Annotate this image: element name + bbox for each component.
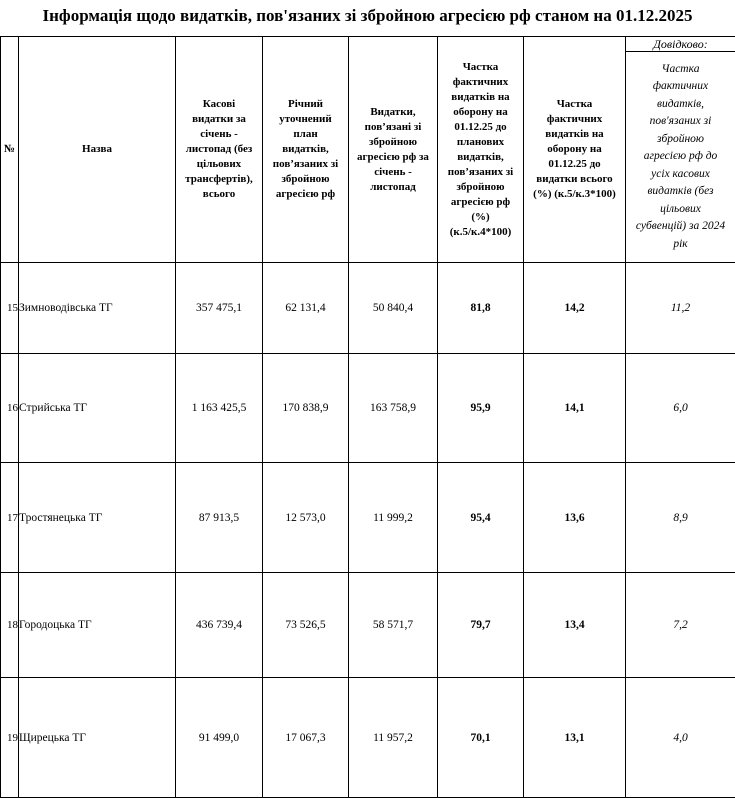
col-header-war-expenditures: Видатки, пов’язані зі збройною агресією …: [349, 37, 438, 263]
hromada-name-cell: Щирецька ТГ: [19, 678, 176, 798]
reference-label: Довідково:: [626, 37, 735, 52]
cash-expenditures-cell: 91 499,0: [176, 678, 263, 798]
reference-share-cell: 7,2: [626, 573, 735, 678]
page-title: Інформація щодо видатків, пов'язаних зі …: [0, 0, 735, 36]
table-body: 15 Зимноводівська ТГ 357 475,1 62 131,4 …: [1, 263, 735, 798]
cash-expenditures-cell: 87 913,5: [176, 463, 263, 573]
cash-expenditures-cell: 436 739,4: [176, 573, 263, 678]
war-expenditures-cell: 11 957,2: [349, 678, 438, 798]
cash-expenditures-cell: 357 475,1: [176, 263, 263, 354]
share-to-plan-cell: 81,8: [438, 263, 524, 354]
col-header-name: Назва: [19, 37, 176, 263]
share-to-total-cell: 13,4: [524, 573, 626, 678]
annual-plan-cell: 17 067,3: [263, 678, 349, 798]
row-number-cell: 15: [1, 263, 19, 354]
col-header-share-to-plan: Частка фактичних видатків на оборону на …: [438, 37, 524, 263]
hromada-name-cell: Стрийська ТГ: [19, 354, 176, 463]
col-header-share-to-total: Частка фактичних видатків на оборону на …: [524, 37, 626, 263]
share-to-plan-cell: 95,9: [438, 354, 524, 463]
war-expenditures-cell: 11 999,2: [349, 463, 438, 573]
col-header-cash-expenditures: Касові видатки за січень - листопад (без…: [176, 37, 263, 263]
expenditures-table: № Назва Касові видатки за січень - листо…: [0, 36, 735, 798]
annual-plan-cell: 170 838,9: [263, 354, 349, 463]
hromada-name-cell: Городоцька ТГ: [19, 573, 176, 678]
reference-share-cell: 4,0: [626, 678, 735, 798]
share-to-plan-cell: 95,4: [438, 463, 524, 573]
reference-share-cell: 6,0: [626, 354, 735, 463]
annual-plan-cell: 62 131,4: [263, 263, 349, 354]
reference-share-cell: 11,2: [626, 263, 735, 354]
table-row: 17 Тростянецька ТГ 87 913,5 12 573,0 11 …: [1, 463, 735, 573]
table-header: № Назва Касові видатки за січень - листо…: [1, 37, 735, 263]
col-header-annual-plan: Річний уточнений план видатків, пов’язан…: [263, 37, 349, 263]
row-number-cell: 18: [1, 573, 19, 678]
col-header-reference-share: Частка фактичних видатків, пов'язаних зі…: [626, 52, 735, 263]
war-expenditures-cell: 163 758,9: [349, 354, 438, 463]
share-to-total-cell: 13,6: [524, 463, 626, 573]
table-row: 19 Щирецька ТГ 91 499,0 17 067,3 11 957,…: [1, 678, 735, 798]
row-number-cell: 19: [1, 678, 19, 798]
war-expenditures-cell: 58 571,7: [349, 573, 438, 678]
col-header-number: №: [1, 37, 19, 263]
hromada-name-cell: Зимноводівська ТГ: [19, 263, 176, 354]
table-row: 15 Зимноводівська ТГ 357 475,1 62 131,4 …: [1, 263, 735, 354]
war-expenditures-cell: 50 840,4: [349, 263, 438, 354]
share-to-total-cell: 14,2: [524, 263, 626, 354]
reference-share-cell: 8,9: [626, 463, 735, 573]
share-to-plan-cell: 79,7: [438, 573, 524, 678]
annual-plan-cell: 12 573,0: [263, 463, 349, 573]
cash-expenditures-cell: 1 163 425,5: [176, 354, 263, 463]
hromada-name-cell: Тростянецька ТГ: [19, 463, 176, 573]
row-number-cell: 17: [1, 463, 19, 573]
table-row: 18 Городоцька ТГ 436 739,4 73 526,5 58 5…: [1, 573, 735, 678]
table-row: 16 Стрийська ТГ 1 163 425,5 170 838,9 16…: [1, 354, 735, 463]
annual-plan-cell: 73 526,5: [263, 573, 349, 678]
share-to-total-cell: 13,1: [524, 678, 626, 798]
share-to-total-cell: 14,1: [524, 354, 626, 463]
row-number-cell: 16: [1, 354, 19, 463]
share-to-plan-cell: 70,1: [438, 678, 524, 798]
